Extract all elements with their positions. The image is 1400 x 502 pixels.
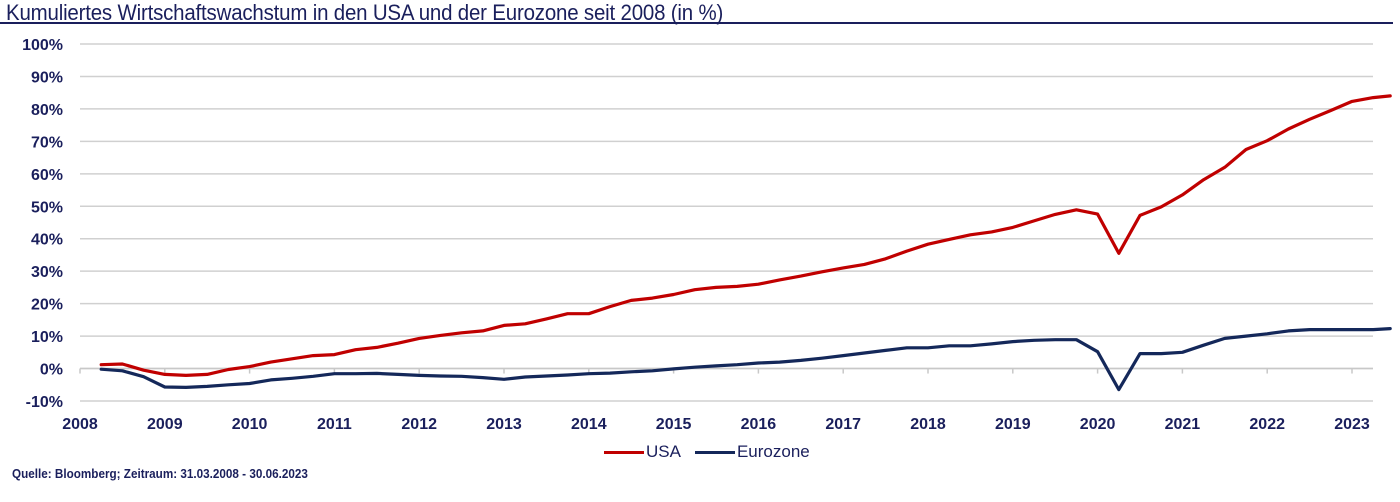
x-tick-label: 2009 (147, 416, 183, 433)
y-tick-label: 20% (31, 297, 63, 314)
gridlines (80, 43, 1373, 402)
legend-label-eurozone: Eurozone (736, 442, 810, 461)
x-tick-label: 2011 (317, 416, 352, 433)
y-tick-label: 100% (22, 37, 63, 54)
series-lines (99, 94, 1392, 392)
y-tick-label: -10% (26, 394, 63, 411)
x-tick-label: 2013 (486, 416, 522, 433)
y-tick-label: 90% (31, 69, 63, 86)
y-axis-labels: -10% 0% 10% 20% 30% 40% 50% 60% 70% 80% 90% 100% (22, 37, 63, 411)
y-tick-label: 10% (31, 329, 63, 346)
x-tick-label: 2021 (1165, 416, 1201, 433)
x-tick-label: 2015 (656, 416, 692, 433)
y-tick-label: 60% (31, 167, 63, 184)
x-tick-label: 2017 (825, 416, 861, 433)
x-tick-label: 2019 (995, 416, 1031, 433)
x-tick-label: 2018 (910, 416, 946, 433)
x-tick-label: 2010 (232, 416, 268, 433)
legend-swatch-usa (604, 450, 644, 454)
x-axis-labels: 2008 2009 2010 2011 2012 2013 2014 2015 2016 2017… (62, 416, 1370, 433)
y-tick-label: 30% (31, 264, 63, 281)
series-line-usa (99, 94, 1392, 377)
title-underline (0, 22, 1393, 24)
x-tick-label: 2023 (1334, 416, 1370, 433)
x-tick-label: 2022 (1249, 416, 1285, 433)
x-tick-label: 2020 (1080, 416, 1116, 433)
x-tick-label: 2012 (401, 416, 437, 433)
line-chart: -10% 0% 10% 20% 30% 40% 50% 60% 70% 80% 90% 100% 20… (22, 37, 1392, 433)
source-note: Quelle: Bloomberg; Zeitraum: 31.03.2008 … (12, 466, 308, 481)
x-axis (79, 367, 1373, 374)
y-tick-label: 50% (31, 199, 63, 216)
legend-swatch-eurozone (694, 450, 735, 454)
x-tick-label: 2016 (741, 416, 777, 433)
legend-item-eurozone[interactable]: Eurozone (694, 442, 810, 462)
chart-title: Kumuliertes Wirtschaftswachstum in den U… (6, 0, 724, 25)
legend: USA Eurozone (604, 442, 824, 462)
y-tick-label: 0% (40, 362, 63, 379)
x-tick-label: 2008 (62, 416, 98, 433)
y-tick-label: 80% (31, 102, 63, 119)
y-tick-label: 70% (31, 134, 63, 151)
legend-label-usa: USA (646, 442, 681, 461)
series-line-eurozone (99, 327, 1392, 392)
legend-item-usa[interactable]: USA (604, 442, 681, 462)
y-tick-label: 40% (31, 232, 63, 249)
x-tick-label: 2014 (571, 416, 607, 433)
